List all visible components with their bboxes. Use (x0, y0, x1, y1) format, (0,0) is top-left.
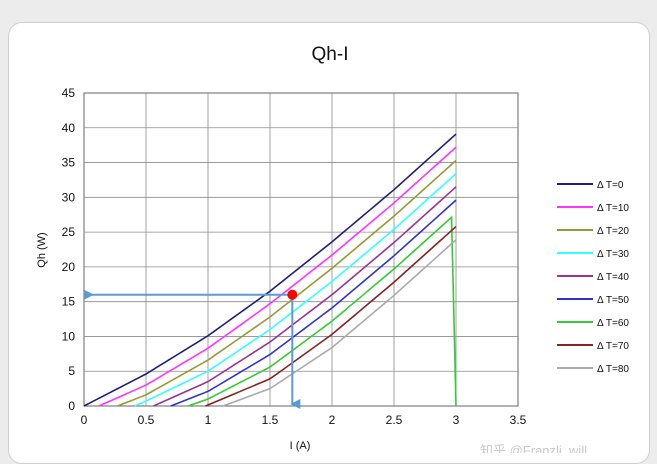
legend-label: Δ T=60 (597, 318, 629, 329)
series-line-5 (170, 199, 457, 407)
x-tick-label: 0.5 (138, 413, 155, 427)
x-tick-label: 1.5 (262, 413, 279, 427)
y-tick-label: 35 (62, 156, 76, 170)
legend-label: Δ T=80 (597, 364, 629, 375)
x-axis-label: I (A) (290, 440, 311, 452)
y-tick-label: 15 (62, 295, 76, 309)
legend-label: Δ T=40 (597, 272, 629, 283)
series-line-3 (134, 173, 457, 407)
series-line-7 (205, 225, 457, 407)
x-tick-label: 1 (205, 413, 212, 427)
legend-label: Δ T=10 (597, 203, 629, 214)
series-line-6 (187, 215, 457, 407)
x-tick-label: 3.5 (510, 413, 527, 427)
legend-label: Δ T=20 (597, 226, 629, 237)
x-tick-label: 2.5 (386, 413, 403, 427)
tick-labels: 0 0.5 1 1.5 2 2.5 3 3.5 0 5 10 15 20 25 30 35 40 45 (62, 86, 527, 427)
y-tick-label: 30 (62, 190, 76, 204)
y-tick-label: 5 (68, 364, 75, 378)
y-tick-label: 0 (68, 399, 75, 413)
legend-label: Δ T=70 (597, 341, 629, 352)
series-line-0 (83, 133, 457, 407)
series-line-1 (98, 146, 457, 407)
x-tick-label: 0 (81, 413, 88, 427)
series-line-4 (153, 186, 457, 407)
series-layer (83, 133, 457, 407)
qh-i-chart: Qh-I 0 0.5 1 1.5 2 2.5 3 3.5051015202530354045 … (36, 44, 629, 453)
y-axis-label: Qh (W) (36, 232, 48, 267)
plot-frame (83, 92, 519, 407)
x-tick-label: 3 (453, 413, 460, 427)
watermark: 知乎 @Franzli_will (480, 443, 587, 453)
y-tick-label: 45 (62, 86, 76, 100)
series-line-8 (222, 239, 457, 407)
legend-label: Δ T=0 (597, 180, 624, 191)
legend-label: Δ T=50 (597, 295, 629, 306)
y-tick-label: 40 (62, 121, 76, 135)
y-tick-label: 25 (62, 225, 76, 239)
y-tick-label: 10 (62, 329, 76, 343)
operating-point (287, 289, 298, 300)
annotation-layer (84, 289, 301, 409)
y-tick-label: 20 (62, 260, 76, 274)
legend-label: Δ T=30 (597, 249, 629, 260)
legend: Δ T=0 Δ T=10 Δ T=20 Δ T=30 Δ T=40 Δ T=50 Δ T=6… (557, 180, 629, 375)
grid (83, 92, 519, 407)
chart-title: Qh-I (312, 44, 349, 65)
series-line-2 (117, 159, 457, 407)
x-tick-label: 2 (329, 413, 336, 427)
